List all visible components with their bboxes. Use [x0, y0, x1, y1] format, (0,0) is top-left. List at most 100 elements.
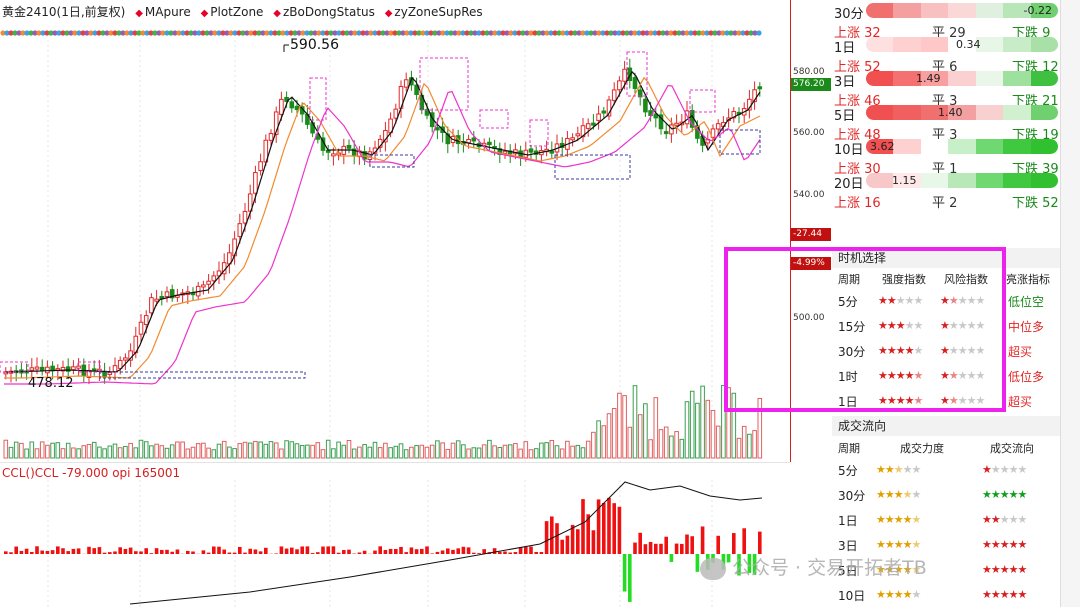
- star-icon: ★: [1009, 513, 1018, 526]
- stat-row-30分: 30分-0.22: [832, 0, 1060, 22]
- ccl-bar: [732, 533, 736, 554]
- ccl-bar: [316, 552, 320, 554]
- volume-bar: [404, 450, 408, 458]
- volume-bar: [742, 426, 746, 458]
- candlestick-chart[interactable]: [0, 0, 790, 462]
- stat-gradient-bar: 1.40: [866, 105, 1058, 120]
- bar-segment: [948, 3, 975, 18]
- volume-bar: [306, 445, 310, 458]
- candle-body: [503, 151, 507, 153]
- candle-body: [472, 138, 476, 141]
- star-icon: ★: [903, 588, 912, 601]
- volume-bar: [51, 443, 55, 458]
- star-icon: ★: [1009, 463, 1018, 476]
- volume-bar: [748, 434, 752, 458]
- star-icon: ★: [1000, 563, 1009, 576]
- ccl-bar: [560, 540, 564, 554]
- volume-bar: [664, 427, 668, 458]
- flow-col-force: 成交力度: [900, 440, 944, 456]
- star-icon: ★: [1009, 538, 1018, 551]
- volume-bar: [462, 445, 466, 458]
- ccl-bar: [342, 550, 346, 554]
- star-icon: ★: [982, 463, 991, 476]
- ccl-bar: [165, 550, 169, 554]
- star-icon: ★: [876, 513, 885, 526]
- indicator-zbodongstatus[interactable]: zBoDongStatus: [283, 5, 375, 19]
- volume-bar: [675, 432, 679, 458]
- ccl-bar: [399, 547, 403, 554]
- star-icon: ★: [912, 488, 921, 501]
- bar-segment: [893, 3, 920, 18]
- ccl-bar: [46, 551, 50, 554]
- volume-bar: [326, 440, 330, 458]
- ccl-bar: [191, 551, 195, 554]
- volume-bar: [581, 448, 585, 458]
- candle-body: [238, 224, 242, 237]
- volume-bar: [134, 448, 138, 458]
- force-stars: ★★★★★: [876, 488, 920, 501]
- ccl-subchart[interactable]: [0, 462, 790, 607]
- candle-body: [139, 322, 143, 334]
- candle-body: [30, 368, 34, 370]
- ccl-bar: [280, 546, 284, 554]
- flow-period: 5分: [838, 462, 858, 479]
- indicator-zyzonesupres[interactable]: zyZoneSupRes: [394, 5, 482, 19]
- ccl-bar: [389, 549, 393, 554]
- star-icon: ★: [1000, 538, 1009, 551]
- ccl-bar: [404, 552, 408, 554]
- ccl-bar: [77, 548, 81, 554]
- volume-bar: [373, 442, 377, 458]
- stat-value: 1.15: [892, 173, 917, 188]
- volume-bar: [488, 440, 492, 458]
- ccl-bar: [51, 550, 55, 554]
- candle-body: [280, 99, 284, 114]
- star-icon: ★: [1009, 563, 1018, 576]
- ccl-bar: [607, 498, 611, 554]
- candle-body: [326, 150, 330, 152]
- ccl-bar: [254, 549, 258, 554]
- volume-bar: [602, 426, 606, 458]
- candle-body: [633, 78, 637, 89]
- ccl-bar: [285, 549, 289, 554]
- volume-bar: [696, 403, 700, 458]
- volume-bar: [566, 441, 570, 458]
- ccl-bar: [690, 536, 694, 554]
- star-icon: ★: [885, 488, 894, 501]
- flow-period: 10日: [838, 587, 865, 604]
- candle-body: [212, 276, 216, 281]
- ccl-bar: [451, 550, 455, 554]
- candle-body: [436, 128, 440, 130]
- indicator-mapure[interactable]: MApure: [145, 5, 191, 19]
- volume-bar: [508, 445, 512, 458]
- ccl-bar: [633, 543, 637, 554]
- ccl-bar: [503, 551, 507, 554]
- volume-bar: [254, 441, 258, 458]
- ccl-bar: [654, 544, 658, 554]
- zone-box: [370, 155, 414, 167]
- ccl-bar: [186, 551, 190, 554]
- ccl-bar: [394, 549, 398, 554]
- candle-body: [623, 69, 627, 81]
- ccl-bar: [420, 549, 424, 554]
- volume-bar: [222, 441, 226, 458]
- watermark: 公众号 · 交易开拓者TB: [700, 553, 927, 580]
- ccl-bar: [628, 554, 632, 602]
- ccl-bar: [332, 546, 336, 554]
- volume-bar: [202, 443, 206, 458]
- candle-body: [202, 285, 206, 287]
- right-scrollbar[interactable]: [1060, 0, 1080, 607]
- candle-body: [269, 133, 273, 140]
- ccl-bar: [378, 546, 382, 554]
- ccl-bar: [410, 547, 414, 554]
- candle-body: [716, 124, 720, 129]
- stat-gradient-bar: 1.15: [866, 173, 1058, 188]
- candle-body: [586, 124, 590, 129]
- indicator-plotzone[interactable]: PlotZone: [210, 5, 263, 19]
- candle-body: [150, 298, 154, 313]
- volume-bar: [113, 444, 117, 458]
- ccl-bar: [425, 546, 429, 554]
- star-icon: ★: [1018, 588, 1027, 601]
- bar-segment: [1003, 105, 1030, 120]
- volume-bar: [316, 443, 320, 458]
